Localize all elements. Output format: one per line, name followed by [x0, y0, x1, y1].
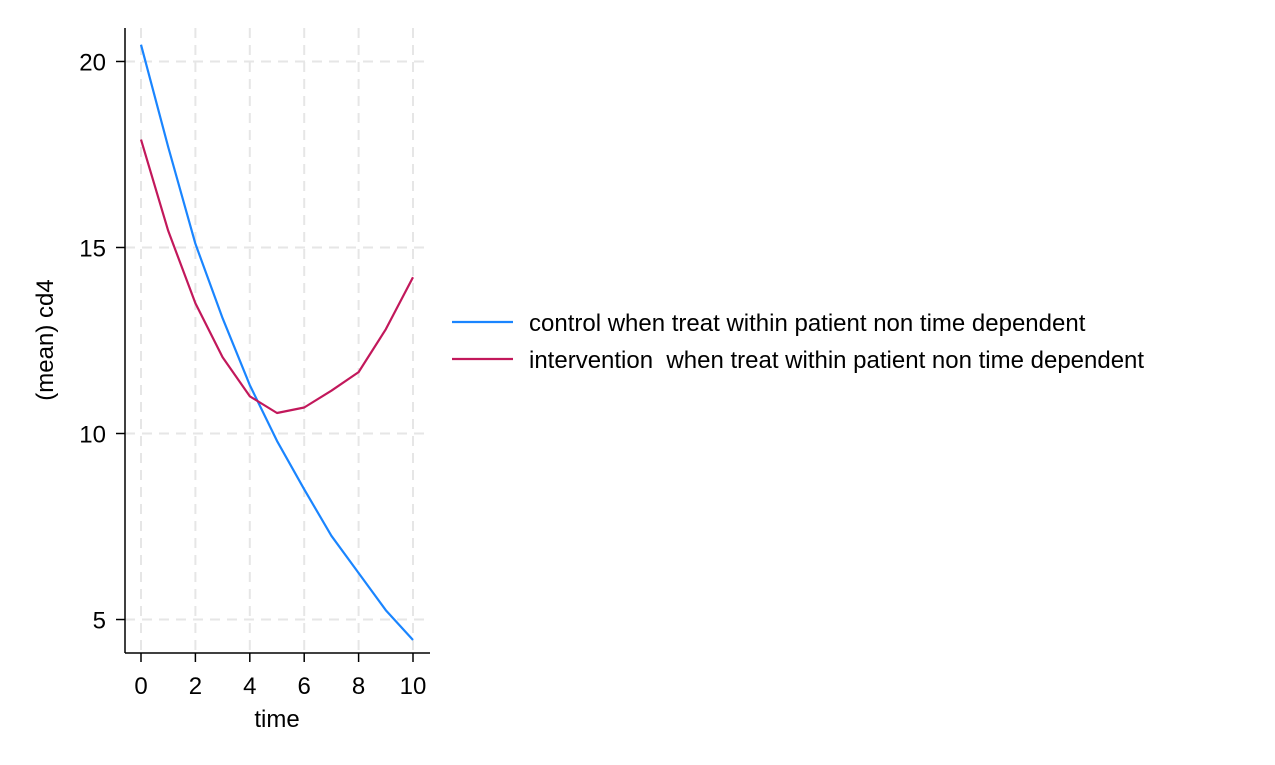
ticks: 5 10 15 20 0 2 4 6 8 10 [79, 49, 426, 700]
x-tick-label: 10 [400, 673, 427, 700]
series-line-2 [139, 139, 414, 415]
series-lines [139, 44, 414, 641]
x-tick-label: 2 [189, 673, 202, 700]
x-tick-label: 6 [298, 673, 311, 700]
y-tick-label: 10 [79, 422, 106, 449]
y-tick-label: 20 [79, 49, 106, 76]
axes [124, 28, 430, 654]
x-tick-label: 4 [243, 673, 256, 700]
series-line-1 [139, 44, 414, 641]
legend: control when treat within patient non ti… [452, 310, 1144, 374]
y-tick-label: 5 [93, 608, 106, 635]
x-axis-title: time [254, 706, 299, 733]
legend-label-2: intervention when treat within patient n… [529, 347, 1144, 374]
x-tick-label: 8 [352, 673, 365, 700]
y-axis-title: (mean) cd4 [32, 279, 59, 400]
x-tick-label: 0 [134, 673, 147, 700]
legend-label-1: control when treat within patient non ti… [529, 310, 1086, 337]
grid [125, 28, 430, 653]
y-tick-label: 15 [79, 235, 106, 262]
